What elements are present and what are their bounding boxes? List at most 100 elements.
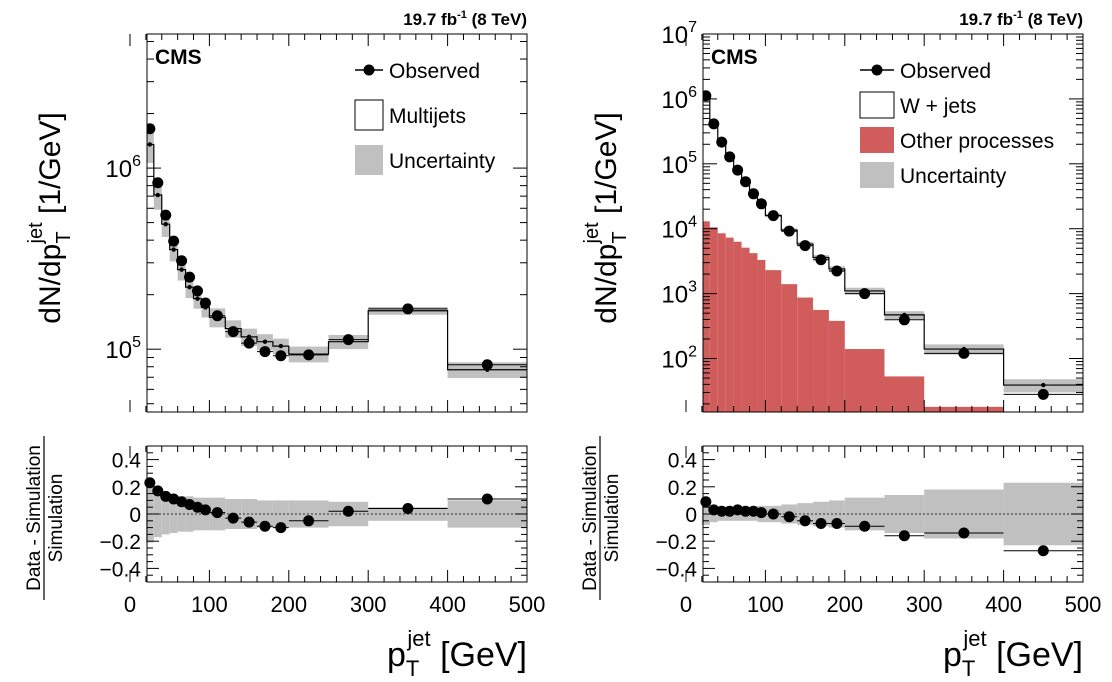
x-tick-label: 400 [985,592,1022,617]
other-processes-bar [924,406,1004,412]
ratio-point [227,512,239,524]
ratio-point [958,527,970,539]
observed-point [191,285,203,297]
multijets-bin-center [155,192,160,198]
x-axis-title: pTjet [GeV] [943,626,1083,681]
plot-area [147,123,527,379]
observed-point [898,314,910,326]
ratio-uncertainty-band [193,497,202,531]
y-tick-label: 107 [661,19,697,49]
y-tick-label: 105 [661,149,697,179]
y-tick-label: 0.4 [112,450,142,473]
ratio-point [342,505,354,517]
observed-point [259,346,271,358]
ratio-point [303,515,315,527]
observed-point [199,297,211,309]
observed-point [147,123,156,135]
legend-label: W + jets [900,95,976,118]
multijets-bin-center [171,247,176,252]
right-legend: Observed W + jets Other processes Uncertain… [859,60,1054,188]
legend-observed-marker [871,64,883,76]
ratio-point [199,504,211,516]
left-main-panel: 105 106 CMS 19.7 fb-1 (8 TeV) dN/dpTjet [1/G… [25,9,528,413]
ratio-point [898,530,910,542]
y-tick-label: 0.4 [668,450,698,473]
other-processes-bar [884,376,925,412]
legend-histogram-swatch [859,91,895,119]
right-ratio-panel: 0 100 200 300 400 500 −0.4 −0.2 0 0.2 0.4 Data - Si… [580,436,1101,681]
x-tick-label: 0 [124,592,136,617]
right-main-panel: 102 103 104 105 106 107 CMS 19.7 fb-1 (8 TeV) dN… [581,9,1084,413]
observed-point [160,209,172,221]
y-tick-label: 106 [661,84,697,114]
observed-point [243,337,255,349]
right-main-frame [702,33,1084,413]
legend-label: Observed [900,60,991,83]
y-axis-title: dN/dpTjet [1/GeV] [25,112,75,323]
observed-point [747,188,759,200]
legend-other-processes-swatch [860,127,894,153]
observed-point [176,255,188,267]
observed-point [799,240,811,252]
observed-point [227,326,239,338]
ratio-denominator: Simulation [46,474,67,563]
ratio-point [1037,545,1049,557]
x-tick-label: 0 [680,592,692,617]
observed-point [342,334,354,346]
multijets-bin-center [195,296,200,301]
other-processes-bar [725,237,734,412]
observed-point [481,359,493,371]
left-ratio-panel: 0 100 200 300 400 500 −0.4 −0.2 0 0.2 0.4 Data - Si… [24,436,545,681]
other-processes-bar [765,270,782,412]
other-processes-bar [757,259,766,412]
x-tick-label: 100 [191,592,228,617]
x-tick-label: 200 [270,592,307,617]
other-processes-bar [741,247,750,412]
observed-point [152,177,164,189]
multijets-bin-center [278,343,284,349]
other-processes-bar [781,284,798,412]
observed-point [783,225,795,237]
legend-uncertainty-swatch [355,145,383,175]
multijets-bin-center [147,142,153,147]
other-processes-bar [709,227,718,412]
other-processes-bar [733,241,742,412]
cms-label: CMS [155,46,202,69]
legend-observed-marker [363,64,375,76]
ratio-point [783,511,795,523]
y-tick-label: 0.2 [112,477,141,500]
x-tick-label: 400 [429,592,466,617]
ratio-denominator: Simulation [602,474,623,563]
y-tick-label: −0.4 [656,558,698,581]
multijets-bin-center [179,267,184,272]
legend-label: Uncertainty [900,165,1007,188]
observed-point [815,254,827,266]
x-tick-label: 100 [747,592,784,617]
observed-point [703,90,712,102]
observed-point [303,349,315,361]
ratio-uncertainty-band [169,494,178,534]
observed-point [859,288,871,300]
observed-point [708,118,720,130]
other-processes-bar [717,233,726,412]
observed-point [732,164,744,176]
legend-label: Observed [389,60,480,83]
x-axis-title: pTjet [GeV] [387,626,527,681]
multijets-bin-center [187,284,192,290]
ratio-point [211,507,223,519]
observed-point [168,235,180,247]
y-tick-label: 105 [105,334,141,364]
observed-point [958,347,970,359]
ratio-numerator: Data - Simulation [24,445,45,591]
other-processes-bar [813,309,829,412]
ratio-point [859,520,871,532]
y-tick-label: 104 [661,214,697,244]
ratio-point [700,496,712,508]
ratio-uncertainty-band [177,496,186,532]
y-tick-label: 0 [685,504,697,527]
y-tick-label: −0.4 [100,558,142,581]
observed-point [755,198,767,210]
legend-label: Other processes [900,130,1054,153]
y-tick-label: −0.2 [656,531,697,554]
